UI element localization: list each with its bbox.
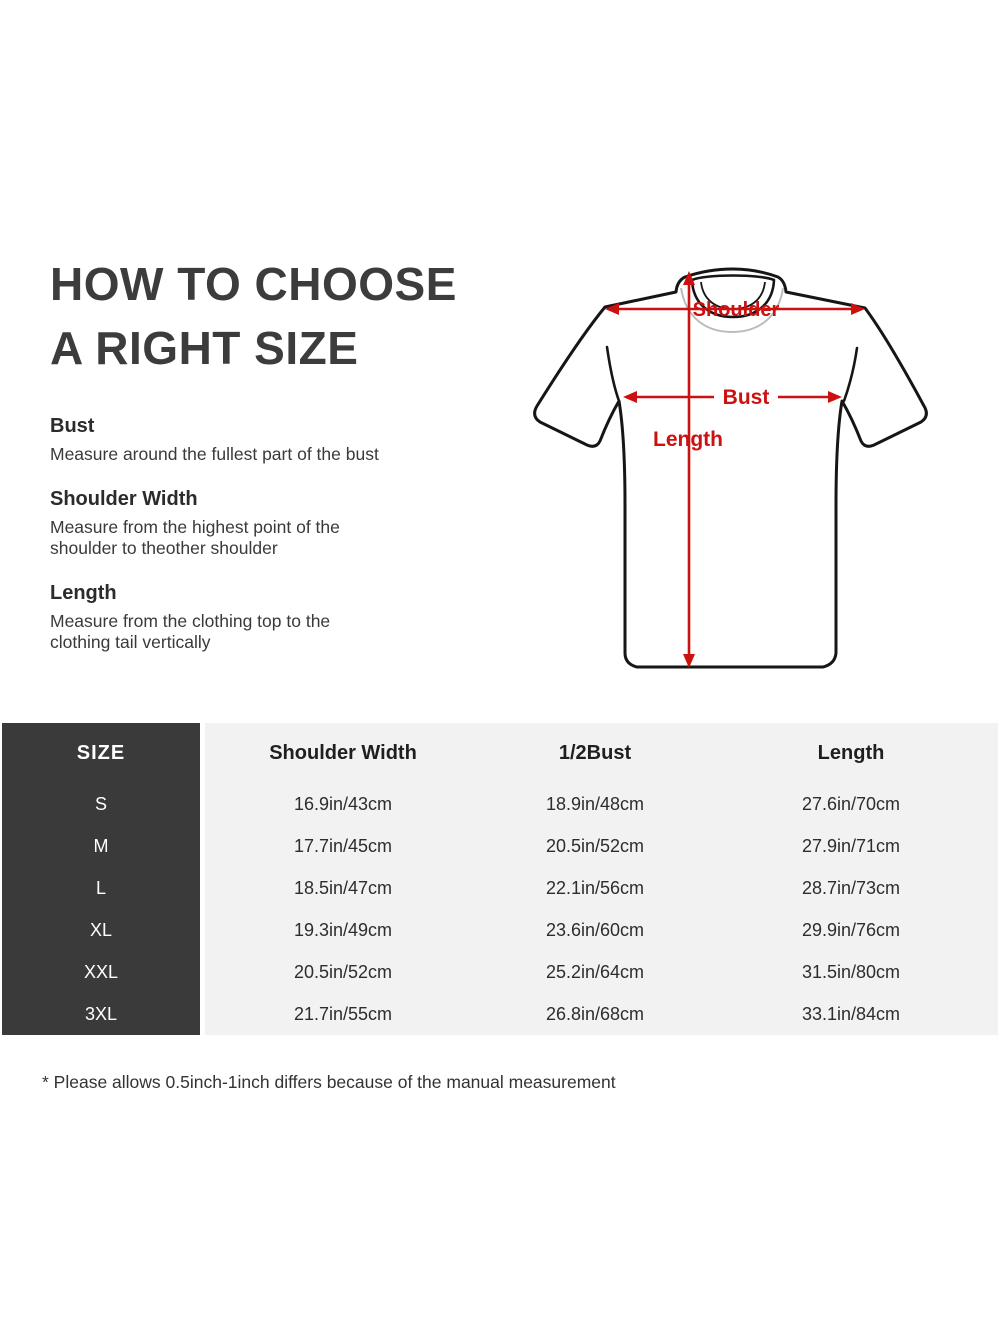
- guide-text: Measure from the highest point of the: [50, 516, 340, 537]
- measurement-cell: 16.9in/43cm: [293, 793, 393, 814]
- length-arrow: [683, 271, 695, 668]
- measurement-cell: 18.5in/47cm: [293, 877, 393, 898]
- measurement-guide: Bust Measure around the fullest part of …: [50, 414, 490, 675]
- size-label: XXL: [83, 961, 119, 982]
- measurement-cell: 26.8in/68cm: [545, 1003, 645, 1024]
- guide-heading-length: Length: [50, 581, 117, 604]
- size-label: XL: [89, 919, 113, 940]
- table-header-half-bust: 1/2Bust: [558, 741, 632, 764]
- guide-heading-shoulder-width: Shoulder Width: [50, 487, 198, 510]
- guide-text: shoulder to theother shoulder: [50, 538, 278, 558]
- table-body-background: [205, 723, 998, 1035]
- tshirt-measurement-diagram: Shoulder Bust Length: [533, 267, 928, 669]
- measurement-cell: 28.7in/73cm: [801, 877, 901, 898]
- measurement-disclaimer: * Please allows 0.5inch-1inch differs be…: [42, 1072, 616, 1092]
- table-header-length: Length: [817, 741, 885, 764]
- size-label: S: [94, 793, 107, 814]
- measurement-cell: 23.6in/60cm: [545, 919, 645, 940]
- measurement-cell: 29.9in/76cm: [801, 919, 901, 940]
- guide-heading-bust: Bust: [50, 415, 95, 437]
- guide-text: Measure from the clothing top to the: [50, 610, 331, 631]
- page-title-line-2: A RIGHT SIZE: [50, 322, 359, 374]
- measurement-cell: 19.3in/49cm: [293, 919, 393, 940]
- shoulder-arrow-label: Shoulder: [693, 299, 780, 321]
- measurement-cell: 27.6in/70cm: [801, 793, 901, 814]
- length-arrow-label: Length: [653, 428, 723, 451]
- tshirt-outline: [533, 267, 928, 669]
- size-table: SIZE Shoulder Width 1/2Bust Length S 16.…: [2, 723, 998, 1035]
- guide-section-length: Length Measure from the clothing top to …: [50, 581, 490, 654]
- measurement-cell: 20.5in/52cm: [545, 835, 645, 856]
- page-title: HOW TO CHOOSE A RIGHT SIZE: [50, 252, 457, 380]
- table-header-size: SIZE: [76, 741, 126, 764]
- left-armhole-seam: [605, 345, 621, 403]
- measurement-cell: 27.9in/71cm: [801, 835, 901, 856]
- measurement-cell: 18.9in/48cm: [545, 793, 645, 814]
- size-table-grid: SIZE Shoulder Width 1/2Bust Length S 16.…: [2, 723, 998, 1035]
- page-title-line-1: HOW TO CHOOSE: [50, 258, 457, 310]
- measurement-cell: 22.1in/56cm: [545, 877, 645, 898]
- measurement-cell: 20.5in/52cm: [293, 961, 393, 982]
- size-label: L: [95, 877, 106, 898]
- size-column-background: [2, 723, 200, 1035]
- measurement-cell: 21.7in/55cm: [293, 1003, 393, 1024]
- size-label: M: [93, 835, 109, 856]
- bust-arrow-label: Bust: [723, 386, 770, 409]
- measurement-cell: 25.2in/64cm: [545, 961, 645, 982]
- measurement-cell: 33.1in/84cm: [801, 1003, 901, 1024]
- guide-text: Measure around the fullest part of the b…: [50, 444, 379, 464]
- guide-section-shoulder-width: Shoulder Width Measure from the highest …: [50, 487, 490, 560]
- measurement-cell: 17.7in/45cm: [293, 835, 393, 856]
- guide-text: clothing tail vertically: [50, 632, 211, 652]
- size-label: 3XL: [84, 1003, 118, 1024]
- shoulder-arrow: [605, 303, 865, 315]
- table-header-shoulder-width: Shoulder Width: [269, 741, 417, 764]
- bust-arrow: [623, 391, 842, 403]
- measurement-cell: 31.5in/80cm: [801, 961, 901, 982]
- guide-section-bust: Bust Measure around the fullest part of …: [50, 414, 490, 466]
- right-armhole-seam: [842, 346, 859, 403]
